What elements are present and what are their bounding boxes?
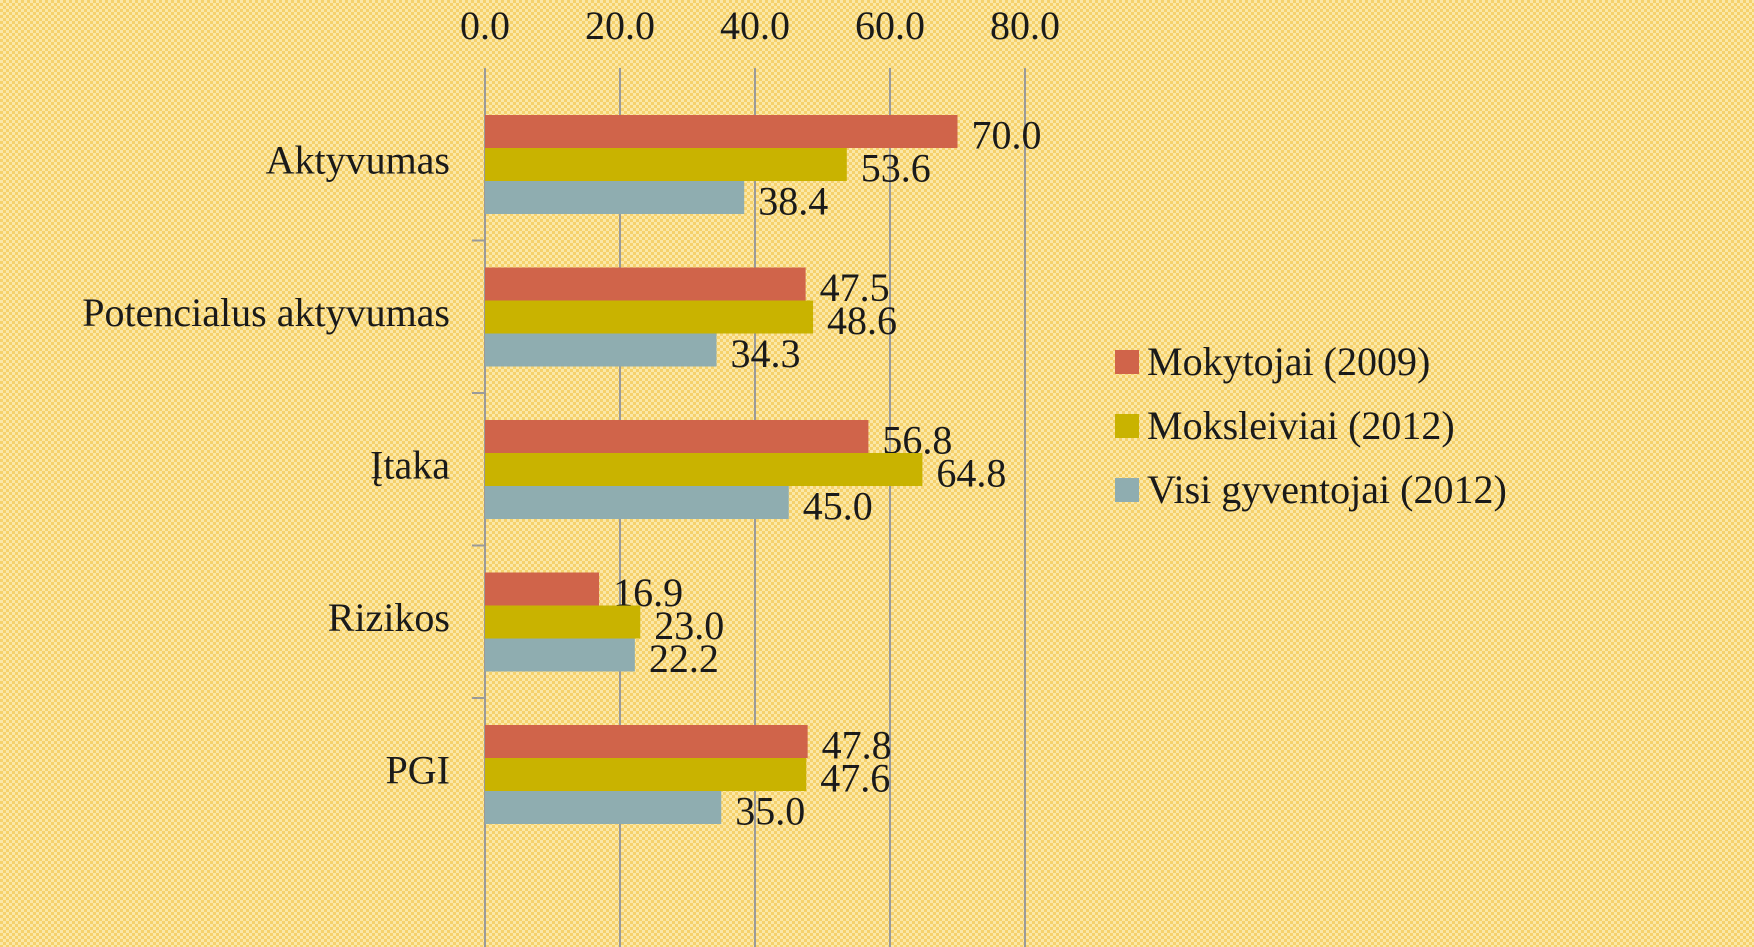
bar (485, 181, 745, 214)
legend-label: Mokytojai (2009) (1147, 339, 1430, 384)
data-label: 34.3 (731, 331, 801, 376)
bar (485, 115, 958, 148)
bar (485, 333, 717, 367)
y-tick-label: Aktyvumas (266, 137, 450, 182)
bar (485, 300, 814, 334)
bar (485, 486, 789, 519)
x-tick-label: 0.0 (460, 3, 510, 48)
data-label: 47.5 (820, 265, 890, 310)
x-tick-label: 80.0 (990, 3, 1060, 48)
bar (485, 605, 641, 639)
y-tick-label: PGI (386, 747, 450, 792)
bar (485, 791, 722, 824)
bar (485, 572, 600, 606)
data-label: 47.6 (820, 756, 890, 801)
bar (485, 420, 869, 453)
legend-label: Visi gyventojai (2012) (1147, 467, 1507, 512)
bar (485, 638, 635, 672)
x-tick-label: 60.0 (855, 3, 925, 48)
legend-swatch (1115, 478, 1139, 502)
legend-swatch (1115, 350, 1139, 374)
data-label: 38.4 (758, 179, 828, 224)
bar (485, 453, 923, 486)
legend-label: Moksleiviai (2012) (1147, 403, 1455, 448)
data-label: 35.0 (735, 789, 805, 834)
y-tick-label: Įtaka (370, 442, 450, 487)
data-label: 53.6 (861, 146, 931, 191)
legend-swatch (1115, 414, 1139, 438)
data-label: 45.0 (803, 484, 873, 529)
data-label: 47.8 (822, 723, 892, 768)
bar (485, 758, 807, 791)
bar (485, 267, 806, 301)
data-label: 64.8 (936, 451, 1006, 496)
x-tick-label: 20.0 (585, 3, 655, 48)
y-tick-label: Potencialus aktyvumas (82, 290, 450, 335)
data-label: 48.6 (827, 298, 897, 343)
data-label: 70.0 (972, 113, 1042, 158)
data-label: 22.2 (649, 636, 719, 681)
x-tick-label: 40.0 (720, 3, 790, 48)
bar (485, 148, 847, 181)
bar (485, 725, 808, 758)
y-tick-label: Rizikos (328, 595, 450, 640)
data-label: 23.0 (654, 603, 724, 648)
